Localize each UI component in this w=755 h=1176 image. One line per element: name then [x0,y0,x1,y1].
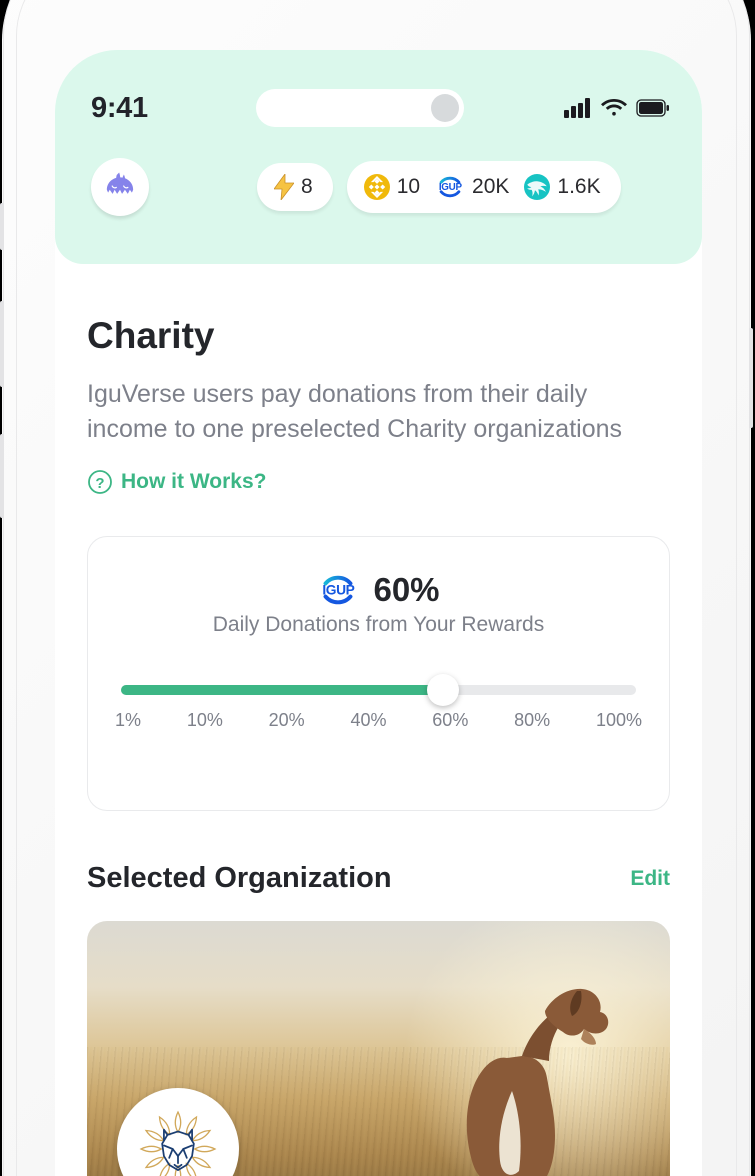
svg-text:?: ? [95,475,104,492]
svg-text:IGUP: IGUP [439,182,463,193]
svg-text:IGUP: IGUP [323,582,355,597]
